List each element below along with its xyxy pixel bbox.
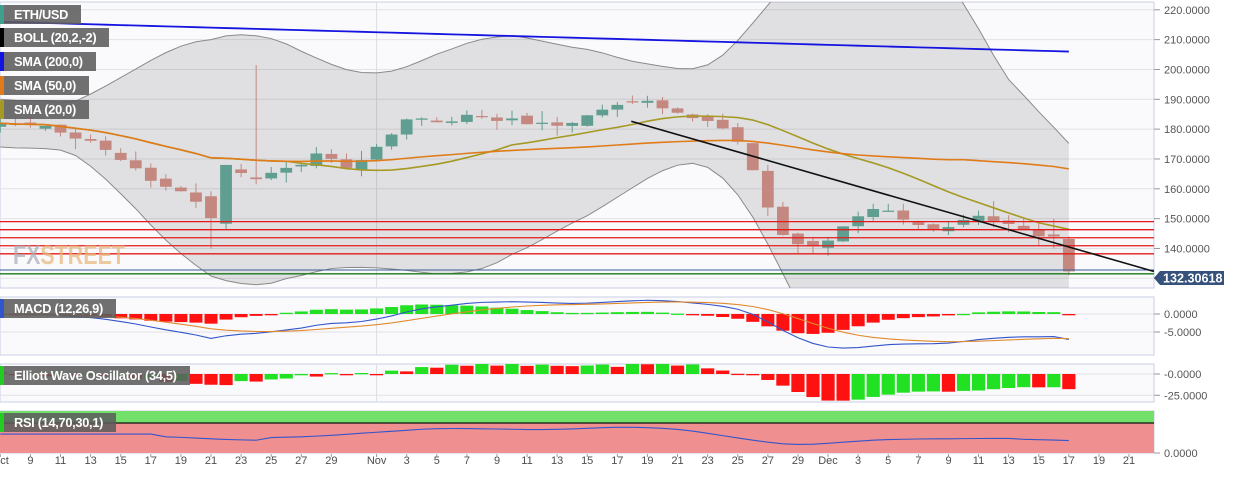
svg-text:0.0000: 0.0000 [1164,309,1198,321]
svg-text:200.0000: 200.0000 [1164,64,1210,76]
svg-text:-25.0000: -25.0000 [1164,390,1207,402]
svg-text:140.0000: 140.0000 [1164,243,1210,255]
svg-text:170.0000: 170.0000 [1164,154,1210,166]
svg-text:FXSTREET: FXSTREET [13,240,125,270]
svg-text:190.0000: 190.0000 [1164,94,1210,106]
svg-text:160.0000: 160.0000 [1164,184,1210,196]
svg-text:210.0000: 210.0000 [1164,35,1210,47]
svg-text:150.0000: 150.0000 [1164,214,1210,226]
svg-text:180.0000: 180.0000 [1164,124,1210,136]
svg-text:220.0000: 220.0000 [1164,5,1210,17]
svg-text:Oct: Oct [0,455,9,467]
svg-text:-5.0000: -5.0000 [1164,327,1201,339]
svg-text:-0.0000: -0.0000 [1164,369,1201,381]
svg-text:132.30618: 132.30618 [1163,271,1223,285]
svg-text:0.0000: 0.0000 [1164,448,1198,460]
